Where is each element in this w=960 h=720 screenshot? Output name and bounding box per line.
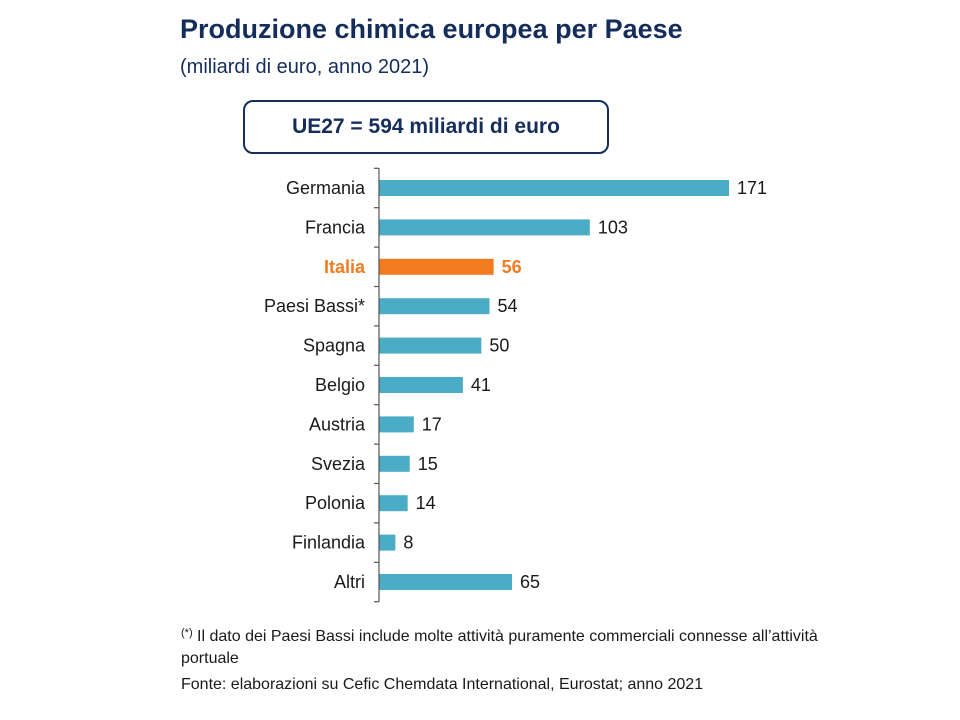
value-label-6: 17	[422, 414, 442, 434]
bar-8	[379, 495, 408, 512]
footnote: (*) Il dato dei Paesi Bassi include molt…	[181, 622, 871, 670]
bar-9	[379, 534, 396, 551]
bar-0	[379, 180, 729, 196]
bar-3	[379, 298, 490, 315]
category-label-9: Finlandia	[292, 533, 366, 553]
bar-7	[379, 455, 410, 472]
total-label: UE27 = 594 miliardi di euro	[292, 115, 560, 138]
value-label-9: 8	[403, 533, 413, 553]
bar-10	[379, 574, 513, 590]
category-label-10: Altri	[334, 572, 365, 592]
bar-1	[379, 219, 590, 236]
category-label-6: Austria	[309, 414, 366, 434]
category-label-5: Belgio	[315, 375, 365, 395]
bar-6	[379, 416, 414, 433]
category-label-7: Svezia	[311, 454, 366, 474]
source-note: Fonte: elaborazioni su Cefic Chemdata In…	[181, 676, 704, 693]
value-label-4: 50	[489, 336, 509, 356]
value-label-2: 56	[502, 257, 522, 277]
category-label-2: Italia	[324, 257, 366, 277]
value-label-8: 14	[416, 493, 436, 513]
footnote-text: Il dato dei Paesi Bassi include molte at…	[181, 628, 818, 667]
category-label-4: Spagna	[303, 336, 366, 356]
total-box: UE27 = 594 miliardi di euro	[243, 100, 609, 154]
category-label-0: Germania	[286, 178, 366, 198]
chart-subtitle: (miliardi di euro, anno 2021)	[180, 56, 430, 78]
bar-5	[379, 377, 463, 393]
value-label-10: 65	[520, 572, 540, 592]
value-label-5: 41	[471, 375, 491, 395]
category-label-8: Polonia	[305, 493, 366, 513]
bar-4	[379, 337, 482, 354]
value-label-3: 54	[498, 296, 518, 316]
bar-2	[379, 258, 494, 275]
value-label-0: 171	[737, 178, 767, 198]
category-label-1: Francia	[305, 217, 366, 237]
value-label-7: 15	[418, 454, 438, 474]
chart-title: Produzione chimica europea per Paese	[180, 14, 683, 44]
value-label-1: 103	[598, 217, 628, 237]
footnote-marker: (*)	[181, 627, 193, 639]
category-label-3: Paesi Bassi*	[264, 296, 365, 316]
